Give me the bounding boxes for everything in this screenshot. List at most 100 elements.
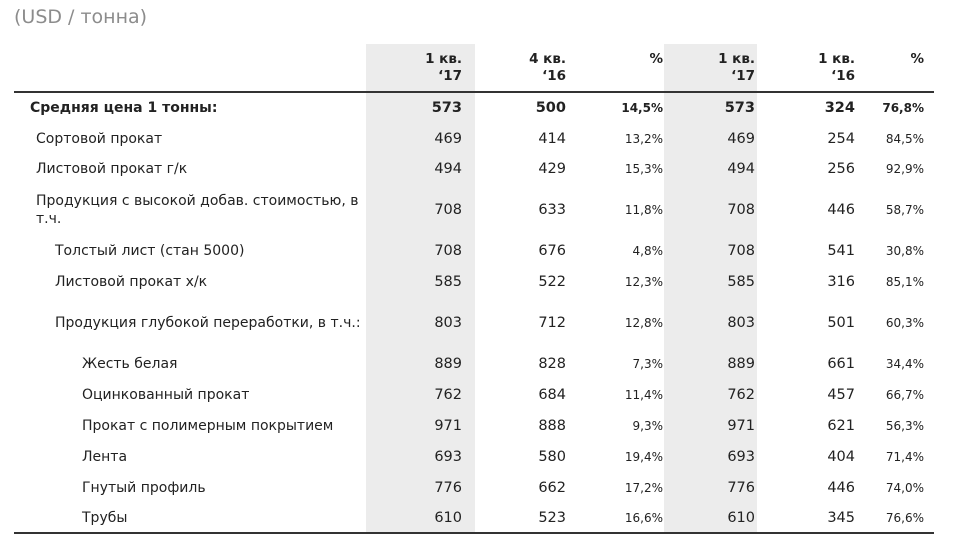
value-cell: 971 xyxy=(434,417,462,434)
value-cell: 708 xyxy=(727,201,755,218)
percent-cell: 11,8% xyxy=(624,202,663,217)
value-cell: 621 xyxy=(827,417,855,434)
percent-cell: 76,6% xyxy=(870,503,934,534)
value-cell: 762 xyxy=(434,386,462,403)
percent-cell: 12,8% xyxy=(624,315,663,330)
value-cell: 676 xyxy=(538,242,566,259)
percent-cell: 7,3% xyxy=(632,356,664,371)
value-cell: 541 xyxy=(827,242,855,259)
value-cell: 523 xyxy=(475,503,579,534)
percent-cell: 66,7% xyxy=(885,387,924,402)
value-cell: 684 xyxy=(538,386,566,403)
percent-cell: 92,9% xyxy=(885,162,924,176)
percent-cell: 12,3% xyxy=(624,274,663,289)
percent-cell: 76,8% xyxy=(882,101,924,115)
column-header: % xyxy=(870,44,934,93)
value-cell: 469 xyxy=(434,130,462,147)
value-cell: 324 xyxy=(824,100,855,116)
price-table: 1 кв. ‘17 4 кв. ‘16 % 1 кв. ‘17 1 кв. ‘16 % … xyxy=(14,44,934,534)
value-cell: 256 xyxy=(827,161,855,177)
row-label: Прокат с полимерным покрытием xyxy=(82,417,334,434)
column-header: 1 кв. ‘16 xyxy=(766,44,870,93)
row-label: Продукция глубокой переработки, в т.ч.: xyxy=(55,314,361,331)
column-shade-q1-17-a xyxy=(366,44,475,532)
value-cell: 776 xyxy=(434,479,462,496)
value-cell: 404 xyxy=(827,448,855,465)
value-cell: 469 xyxy=(727,130,755,147)
table-row: Гнутый профиль 776 662 17,2% 776 446 74,0% xyxy=(14,472,934,503)
percent-cell: 19,4% xyxy=(624,449,663,464)
table-row: Толстый лист (стан 5000) 708 676 4,8% 708 541… xyxy=(14,235,934,266)
percent-cell: 16,6% xyxy=(579,503,673,534)
value-cell: 585 xyxy=(434,273,462,290)
value-cell: 661 xyxy=(827,355,855,372)
percent-cell: 4,8% xyxy=(632,243,664,258)
row-label: Толстый лист (стан 5000) xyxy=(55,242,245,259)
table-row: Жесть белая 889 828 7,3% 889 661 34,4% xyxy=(14,348,934,379)
value-cell: 500 xyxy=(535,100,566,116)
table-row: Продукция глубокой переработки, в т.ч.: 8… xyxy=(14,297,934,348)
unit-label: (USD / тонна) xyxy=(14,6,148,28)
value-cell: 573 xyxy=(724,100,755,116)
value-cell: 762 xyxy=(727,386,755,403)
percent-cell: 56,3% xyxy=(885,418,924,433)
row-label: Трубы xyxy=(14,503,366,534)
row-label: Гнутый профиль xyxy=(82,479,206,496)
percent-cell: 17,2% xyxy=(624,480,663,495)
percent-cell: 58,7% xyxy=(885,202,924,217)
value-cell: 610 xyxy=(366,503,475,534)
value-cell: 316 xyxy=(827,273,855,290)
value-cell: 414 xyxy=(538,130,566,147)
value-cell: 971 xyxy=(727,417,755,434)
percent-cell: 74,0% xyxy=(885,480,924,495)
table-row: Прокат с полимерным покрытием 971 888 9,3% 9… xyxy=(14,410,934,441)
column-header: % xyxy=(579,44,673,93)
percent-cell: 84,5% xyxy=(885,131,924,146)
value-cell: 712 xyxy=(538,314,566,331)
row-label: Оцинкованный прокат xyxy=(82,386,250,403)
percent-cell: 11,4% xyxy=(624,387,663,402)
table-row: Листовой прокат г/к 494 429 15,3% 494 256 92,9… xyxy=(14,154,934,184)
value-cell: 708 xyxy=(434,242,462,259)
percent-cell: 13,2% xyxy=(624,131,663,146)
value-cell: 776 xyxy=(727,479,755,496)
percent-cell: 71,4% xyxy=(885,449,924,464)
column-header: 1 кв. ‘17 xyxy=(366,44,475,93)
column-shade-q1-17-b xyxy=(664,44,757,532)
row-label: Листовой прокат г/к xyxy=(36,161,188,177)
percent-cell: 85,1% xyxy=(885,274,924,289)
value-cell: 457 xyxy=(827,386,855,403)
row-label: Продукция с высокой добав. стоимостью, в… xyxy=(36,192,359,227)
value-cell: 803 xyxy=(727,314,755,331)
value-cell: 803 xyxy=(434,314,462,331)
value-cell: 633 xyxy=(538,201,566,218)
value-cell: 708 xyxy=(434,201,462,218)
value-cell: 889 xyxy=(727,355,755,372)
header-label-cell xyxy=(14,44,366,93)
percent-cell: 60,3% xyxy=(885,315,924,330)
table-row: Продукция с высокой добав. стоимостью, в… xyxy=(14,184,934,235)
column-header: 1 кв. ‘17 xyxy=(673,44,766,93)
table-row: Оцинкованный прокат 762 684 11,4% 762 457 66,7… xyxy=(14,379,934,410)
value-cell: 494 xyxy=(434,161,462,177)
value-cell: 708 xyxy=(727,242,755,259)
value-cell: 522 xyxy=(538,273,566,290)
table-row: Трубы 610 523 16,6% 610 345 76,6% xyxy=(14,503,934,534)
percent-cell: 9,3% xyxy=(632,418,664,433)
value-cell: 889 xyxy=(434,355,462,372)
table-row: Лента 693 580 19,4% 693 404 71,4% xyxy=(14,441,934,472)
value-cell: 446 xyxy=(827,479,855,496)
value-cell: 662 xyxy=(538,479,566,496)
row-label: Сортовой прокат xyxy=(36,130,163,147)
column-header: 4 кв. ‘16 xyxy=(475,44,579,93)
value-cell: 610 xyxy=(673,503,766,534)
percent-cell: 34,4% xyxy=(885,356,924,371)
header-row: 1 кв. ‘17 4 кв. ‘16 % 1 кв. ‘17 1 кв. ‘16 % xyxy=(14,44,934,93)
value-cell: 429 xyxy=(538,161,566,177)
value-cell: 888 xyxy=(538,417,566,434)
value-cell: 580 xyxy=(538,448,566,465)
percent-cell: 30,8% xyxy=(885,243,924,258)
row-label: Листовой прокат х/к xyxy=(55,273,208,290)
value-cell: 585 xyxy=(727,273,755,290)
percent-cell: 14,5% xyxy=(621,101,663,115)
